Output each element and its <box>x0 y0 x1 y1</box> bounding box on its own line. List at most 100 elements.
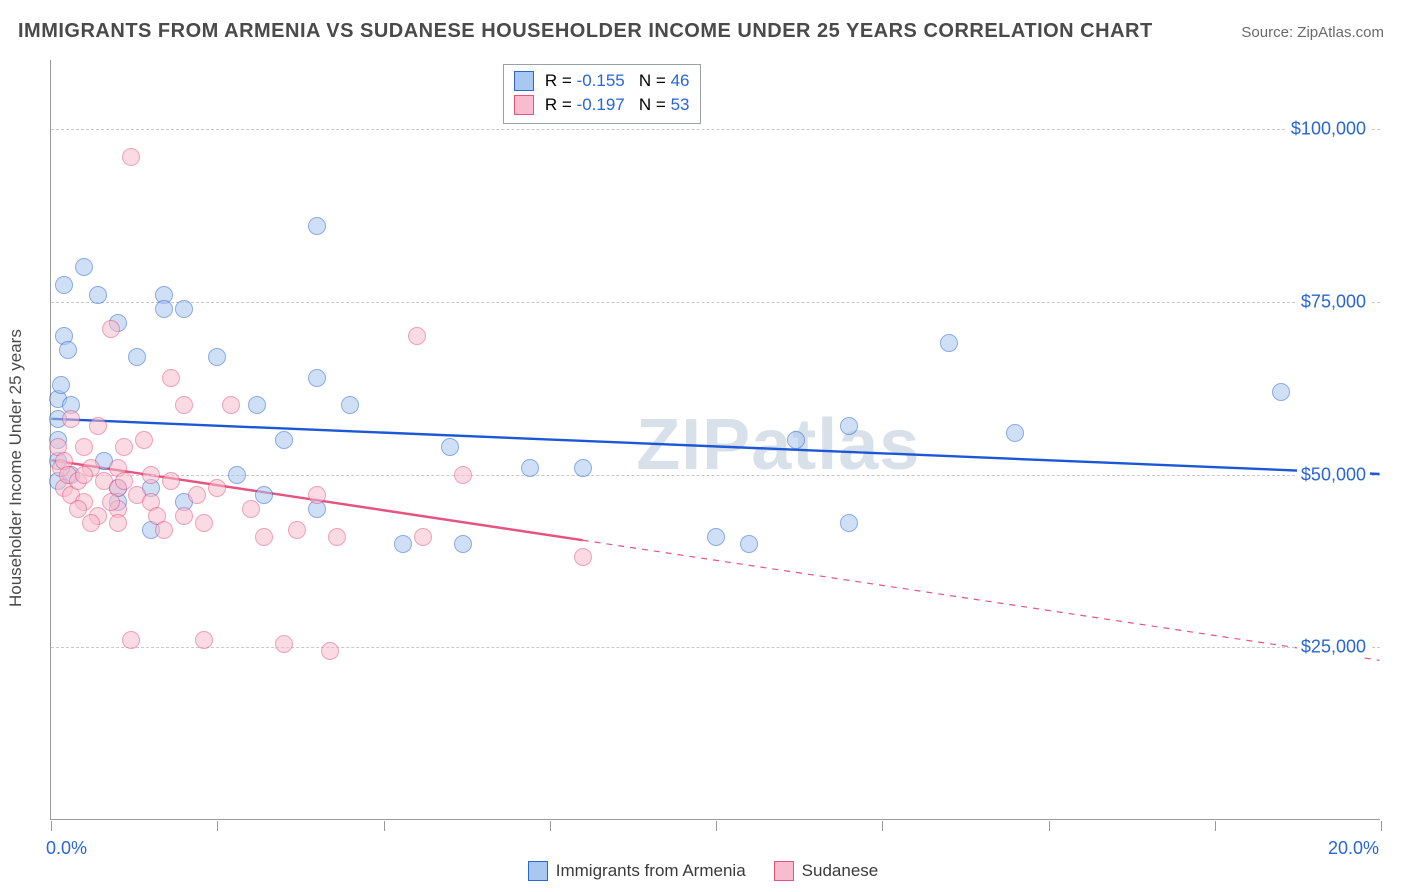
data-point-sudanese <box>188 486 206 504</box>
legend-label-armenia: Immigrants from Armenia <box>556 861 746 881</box>
data-point-armenia <box>521 459 539 477</box>
y-tick-label: $25,000 <box>1297 637 1370 658</box>
legend-swatch-sudanese <box>774 861 794 881</box>
data-point-sudanese <box>75 466 93 484</box>
legend-swatch-armenia <box>514 71 534 91</box>
data-point-armenia <box>341 396 359 414</box>
data-point-armenia <box>308 369 326 387</box>
plot-area: ZIPatlas R = -0.155 N = 46 R = -0.197 N … <box>50 60 1380 820</box>
data-point-armenia <box>55 276 73 294</box>
data-point-armenia <box>740 535 758 553</box>
legend-series: Immigrants from Armenia Sudanese <box>0 861 1406 886</box>
x-axis-min-label: 0.0% <box>46 838 87 859</box>
data-point-armenia <box>128 348 146 366</box>
data-point-armenia <box>52 376 70 394</box>
data-point-armenia <box>308 217 326 235</box>
y-tick-label: $75,000 <box>1297 291 1370 312</box>
trend-lines-layer <box>51 60 1380 819</box>
data-point-armenia <box>75 258 93 276</box>
legend-row-sudanese: R = -0.197 N = 53 <box>514 93 689 117</box>
x-tick <box>217 821 218 831</box>
data-point-sudanese <box>414 528 432 546</box>
data-point-armenia <box>228 466 246 484</box>
data-point-armenia <box>454 535 472 553</box>
x-tick <box>384 821 385 831</box>
data-point-sudanese <box>122 631 140 649</box>
data-point-sudanese <box>574 548 592 566</box>
x-tick <box>1049 821 1050 831</box>
data-point-armenia <box>255 486 273 504</box>
data-point-armenia <box>840 417 858 435</box>
data-point-armenia <box>1006 424 1024 442</box>
data-point-sudanese <box>195 631 213 649</box>
data-point-armenia <box>707 528 725 546</box>
data-point-sudanese <box>408 327 426 345</box>
data-point-armenia <box>275 431 293 449</box>
data-point-sudanese <box>222 396 240 414</box>
gridline <box>51 302 1380 303</box>
data-point-sudanese <box>208 479 226 497</box>
trend-line <box>583 540 1380 660</box>
data-point-sudanese <box>89 417 107 435</box>
x-tick <box>882 821 883 831</box>
x-tick <box>1215 821 1216 831</box>
data-point-sudanese <box>175 507 193 525</box>
data-point-sudanese <box>75 438 93 456</box>
data-point-sudanese <box>454 466 472 484</box>
chart-title: IMMIGRANTS FROM ARMENIA VS SUDANESE HOUS… <box>18 20 1153 43</box>
data-point-armenia <box>208 348 226 366</box>
data-point-sudanese <box>142 466 160 484</box>
legend-row-armenia: R = -0.155 N = 46 <box>514 69 689 93</box>
data-point-sudanese <box>162 369 180 387</box>
data-point-sudanese <box>275 635 293 653</box>
legend-label-sudanese: Sudanese <box>802 861 879 881</box>
data-point-sudanese <box>242 500 260 518</box>
data-point-armenia <box>787 431 805 449</box>
data-point-armenia <box>441 438 459 456</box>
data-point-armenia <box>155 300 173 318</box>
legend-stats-armenia: R = -0.155 N = 46 <box>540 69 689 93</box>
y-tick-label: $100,000 <box>1287 119 1370 140</box>
data-point-sudanese <box>82 514 100 532</box>
data-point-sudanese <box>102 320 120 338</box>
legend-swatch-sudanese <box>514 95 534 115</box>
legend-item-armenia: Immigrants from Armenia <box>528 861 746 881</box>
data-point-armenia <box>89 286 107 304</box>
x-axis-max-label: 20.0% <box>1328 838 1379 859</box>
data-point-sudanese <box>155 521 173 539</box>
data-point-sudanese <box>175 396 193 414</box>
data-point-sudanese <box>288 521 306 539</box>
legend-correlation-box: R = -0.155 N = 46 R = -0.197 N = 53 <box>503 64 700 124</box>
gridline <box>51 647 1380 648</box>
data-point-sudanese <box>62 410 80 428</box>
data-point-armenia <box>940 334 958 352</box>
trend-line <box>51 419 1379 474</box>
data-point-sudanese <box>122 148 140 166</box>
data-point-sudanese <box>135 431 153 449</box>
data-point-sudanese <box>328 528 346 546</box>
x-tick <box>1381 821 1382 831</box>
source-prefix: Source: <box>1241 24 1297 41</box>
data-point-sudanese <box>115 438 133 456</box>
data-point-sudanese <box>308 486 326 504</box>
source-label: Source: ZipAtlas.com <box>1241 24 1384 41</box>
data-point-armenia <box>574 459 592 477</box>
data-point-armenia <box>59 341 77 359</box>
y-axis-title: Householder Income Under 25 years <box>6 329 26 607</box>
data-point-sudanese <box>195 514 213 532</box>
data-point-sudanese <box>102 493 120 511</box>
legend-stats-sudanese: R = -0.197 N = 53 <box>540 93 689 117</box>
gridline <box>51 475 1380 476</box>
data-point-armenia <box>248 396 266 414</box>
x-tick <box>550 821 551 831</box>
x-tick <box>716 821 717 831</box>
data-point-sudanese <box>109 514 127 532</box>
data-point-armenia <box>175 300 193 318</box>
gridline <box>51 129 1380 130</box>
data-point-armenia <box>394 535 412 553</box>
source-value: ZipAtlas.com <box>1297 24 1384 41</box>
data-point-armenia <box>840 514 858 532</box>
legend-item-sudanese: Sudanese <box>774 861 879 881</box>
data-point-sudanese <box>321 642 339 660</box>
legend-swatch-armenia <box>528 861 548 881</box>
